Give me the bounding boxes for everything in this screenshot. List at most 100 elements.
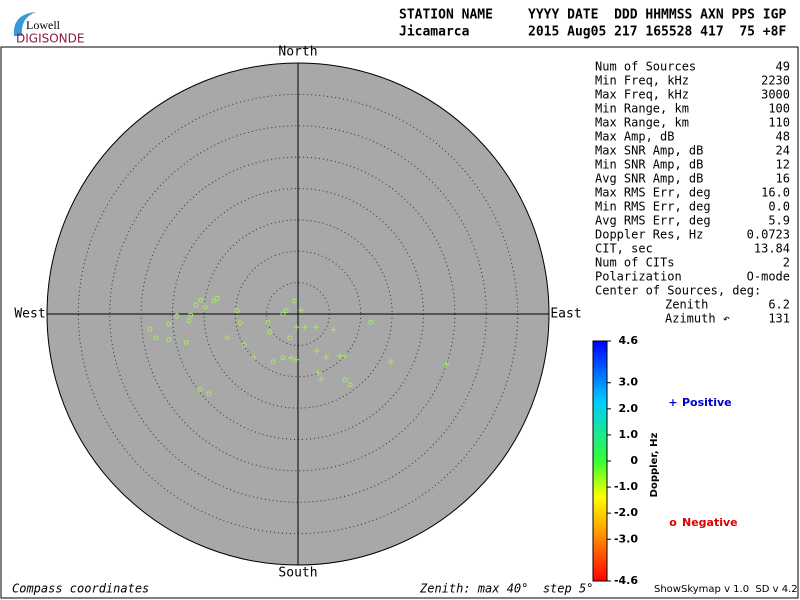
stat-value: 16.0 [761, 186, 790, 200]
source-negative [202, 304, 208, 310]
source-negative [342, 377, 348, 383]
compass-south: South [278, 566, 317, 581]
stat-label: Azimuth ↶ [665, 312, 730, 326]
stat-label: Max RMS Err, deg [595, 186, 711, 200]
source-negative [193, 302, 199, 308]
stat-value: 100 [768, 102, 790, 116]
stat-value: 5.9 [768, 214, 790, 228]
source-positive [318, 376, 325, 383]
colorbar-tick-label: 4.6 [619, 334, 639, 347]
stat-value: 131 [768, 312, 790, 326]
frame [0, 46, 799, 599]
source-negative [166, 321, 172, 327]
source-positive [387, 358, 394, 365]
source-positive [298, 307, 305, 314]
stat-value: 49 [776, 60, 790, 74]
stat-label: Min RMS Err, deg [595, 200, 711, 214]
logo-mark [13, 12, 37, 36]
source-positive [323, 354, 330, 361]
header-columns: YYYY DATE DDD HHMMSS AXN PPS IGP [528, 8, 786, 23]
compass-north: North [278, 45, 317, 60]
source-negative [280, 311, 286, 317]
stat-value: 2230 [761, 74, 790, 88]
source-negative [291, 298, 297, 304]
source-negative [198, 297, 204, 303]
source-negative [265, 319, 271, 325]
stat-value: 2 [783, 256, 790, 270]
source-positive [330, 326, 337, 333]
footer-middle: Zenith: max 40° step 5° [419, 582, 593, 596]
stat-value: 16 [776, 172, 790, 186]
header-label: STATION NAME [399, 8, 493, 23]
stat-label: Polarization [595, 270, 682, 284]
footer-left: Compass coordinates [12, 582, 149, 596]
source-positive [313, 348, 320, 355]
source-negative [197, 386, 203, 392]
legend-label: Positive [682, 396, 732, 409]
source-negative [147, 326, 153, 332]
stat-value: 12 [776, 158, 790, 172]
stat-label: Min SNR Amp, dB [595, 158, 703, 172]
compass-east: East [550, 307, 581, 322]
stat-value: 24 [776, 144, 790, 158]
source-negative [368, 319, 374, 325]
stat-label: Max SNR Amp, dB [595, 144, 703, 158]
source-negative [183, 339, 189, 345]
source-negative [237, 320, 243, 326]
source-positive [251, 354, 258, 361]
source-positive [337, 353, 344, 360]
source-negative [347, 382, 353, 388]
source-negative [283, 308, 289, 314]
colorbar-label: Doppler, Hz [649, 433, 660, 498]
footer-right: ShowSkymap v 1.0 SD v 4.2 [654, 584, 798, 595]
source-positive [315, 369, 322, 376]
colorbar-tick-label: 2.0 [619, 402, 639, 415]
source-positive [313, 324, 320, 331]
colorbar-tick-label: -2.0 [614, 506, 638, 519]
logo-top: Lowell [26, 18, 61, 32]
source-negative [186, 318, 192, 324]
colorbar-tick-label: -1.0 [614, 480, 638, 493]
stat-label: Max Freq, kHz [595, 88, 689, 102]
source-negative [287, 335, 293, 341]
source-negative [267, 329, 273, 335]
stat-label: Max Amp, dB [595, 130, 674, 144]
stat-label: Min Freq, kHz [595, 74, 689, 88]
compass-west: West [14, 307, 45, 322]
stat-value: 0.0 [768, 200, 790, 214]
stat-label: Num of Sources [595, 60, 696, 74]
source-negative [206, 391, 212, 397]
source-positive [342, 353, 349, 360]
colorbar-tick-label: 3.0 [619, 376, 639, 389]
source-negative [214, 295, 220, 301]
stat-value: 3000 [761, 88, 790, 102]
stat-label: Num of CITs [595, 256, 674, 270]
source-positive [288, 354, 295, 361]
source-positive [293, 324, 300, 331]
stat-value: 6.2 [768, 298, 790, 312]
source-negative [188, 312, 194, 318]
stat-label: Min Range, km [595, 102, 689, 116]
source-negative [270, 359, 276, 365]
legend-marker: o [669, 516, 677, 529]
source-negative [153, 335, 159, 341]
stat-value: 48 [776, 130, 790, 144]
header-values: 2015 Aug05 217 165528 417 75 +8F [528, 25, 786, 40]
stat-label: CIT, sec [595, 242, 653, 256]
source-positive [443, 361, 450, 368]
stat-label: Doppler Res, Hz [595, 228, 703, 242]
stat-label: Avg RMS Err, deg [595, 214, 711, 228]
stat-label: Zenith [665, 298, 708, 312]
source-negative [241, 342, 247, 348]
source-positive [301, 324, 308, 331]
stat-label: Max Range, km [595, 116, 689, 130]
colorbar-tick-label: 0 [630, 454, 638, 467]
stat-value: 0.0723 [747, 228, 790, 242]
colorbar-tick-label: 1.0 [619, 428, 639, 441]
stat-value: O-mode [747, 270, 790, 284]
colorbar-tick-label: -4.6 [614, 574, 638, 587]
stat-value: 13.84 [754, 242, 790, 256]
stat-value: 110 [768, 116, 790, 130]
logo-bottom: DIGISONDE [16, 32, 84, 46]
